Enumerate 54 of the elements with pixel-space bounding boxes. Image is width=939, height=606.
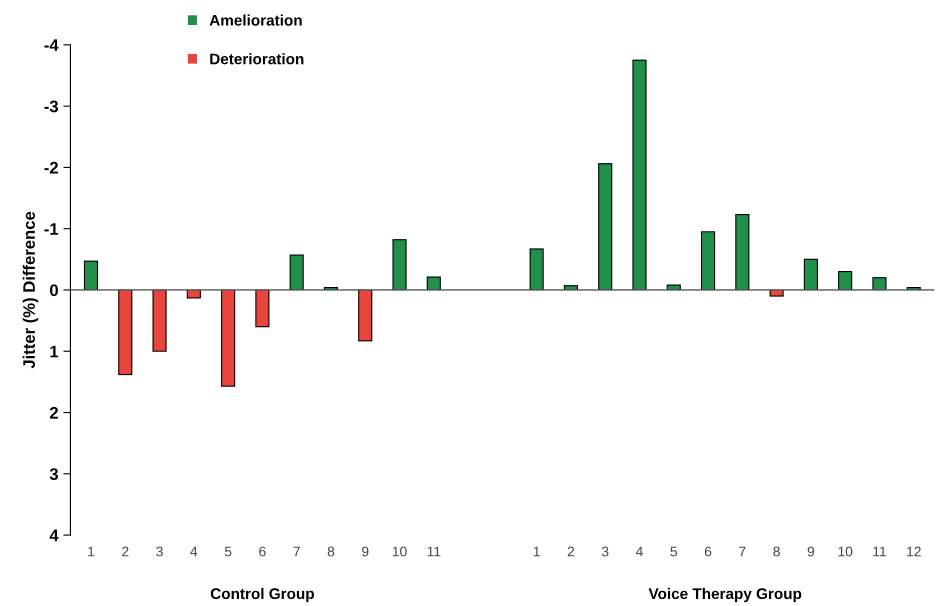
x-tick-label: 1 [534,546,540,556]
text: Voice Therapy Group [648,588,802,602]
x-tick-label: 10 [392,546,407,556]
x-tick-label: 6 [704,546,712,556]
y-tick-label: -4 [44,39,59,51]
x-tick-label: 8 [773,546,780,556]
x-tick-label: 6 [259,546,266,556]
y-tick-label: 0 [50,284,58,296]
x-tick-label: 9 [808,546,814,556]
text: Control Group [210,588,314,602]
x-tick-label: 10 [838,546,852,556]
x-tick-label: 8 [328,546,334,556]
y-tick-label: 2 [50,406,58,419]
x-tick-label: 4 [190,546,198,556]
x-tick-label: 1 [88,546,94,556]
bar [838,271,852,291]
bar [84,260,98,291]
bar [530,248,544,291]
bar [392,239,407,291]
bar [118,289,132,376]
x-tick-label: 9 [362,546,368,556]
y-tick-label: 4 [50,530,59,542]
bar [290,254,304,291]
bar [700,231,716,291]
bar [358,289,372,342]
y-tick-label: -3 [44,100,58,112]
x-tick-label: 2 [122,546,128,556]
legend-label: Deterioration [210,53,304,64]
y-tick-label: -1 [44,223,58,235]
bar [872,277,887,291]
y-tick-label: -2 [44,162,58,174]
x-tick-label: 11 [873,546,886,556]
bar [735,214,750,291]
bar [152,289,167,352]
x-tick-label: 5 [670,546,678,556]
y-axis-title: Jitter (%) Difference [22,212,38,368]
legend-label: Amelioration [210,14,302,26]
x-tick-label: 3 [156,546,163,556]
bar [221,289,236,387]
x-tick-label: 12 [907,546,921,556]
bar [632,60,647,291]
y-tick-label: 1 [50,346,58,358]
bar [426,276,441,291]
x-tick-label: 7 [294,546,300,556]
x-tick-label: 7 [739,546,746,556]
x-tick-label: 11 [428,546,440,556]
x-tick-label: 4 [636,546,643,556]
bar [804,258,818,291]
bar [598,163,612,291]
x-tick-label: 2 [568,546,574,556]
bar [255,289,270,328]
x-tick-label: 5 [224,546,232,556]
x-tick-label: 3 [602,546,608,556]
y-tick-label: 3 [50,468,58,480]
